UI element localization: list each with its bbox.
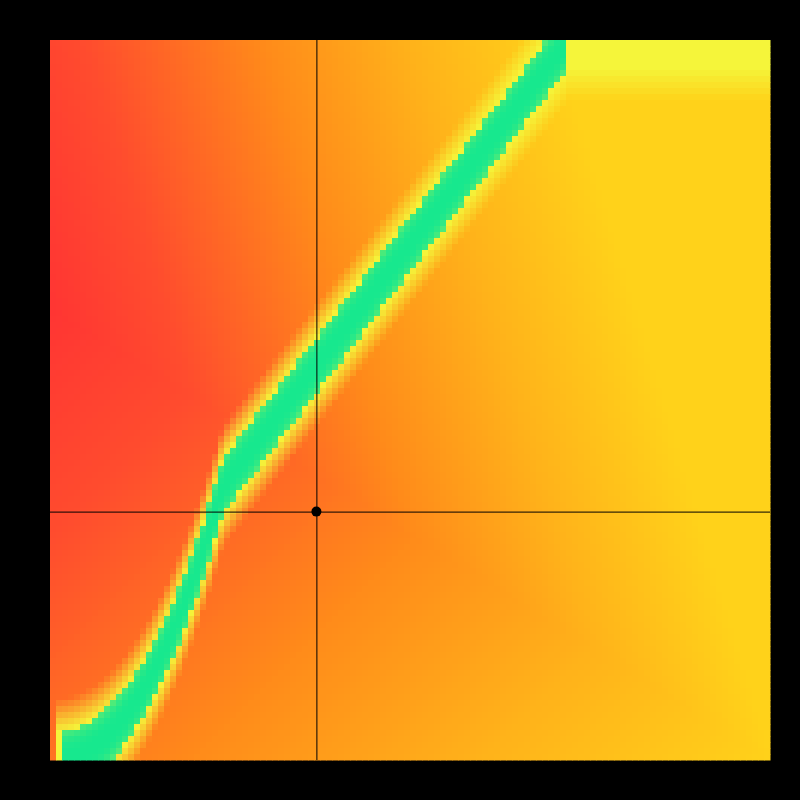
chart-container: TheBottleneck.com	[0, 0, 800, 800]
bottleneck-heatmap	[0, 0, 800, 800]
